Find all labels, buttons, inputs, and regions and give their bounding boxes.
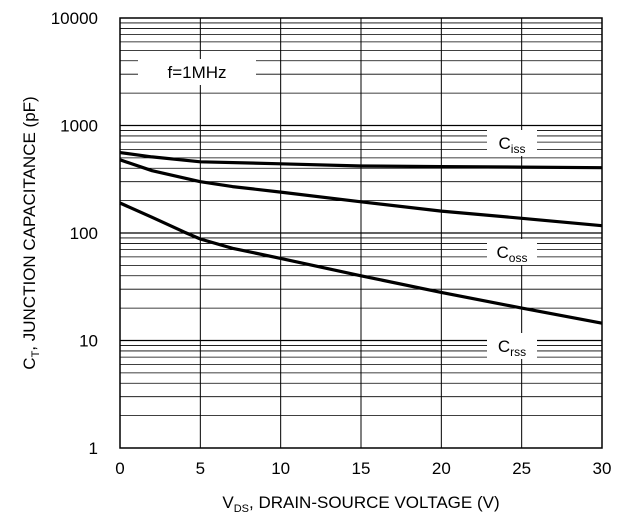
x-axis-title-rest: , DRAIN-SOURCE VOLTAGE (V) bbox=[249, 493, 500, 512]
x-tick-labels: 0 5 10 15 20 25 30 bbox=[115, 459, 611, 478]
y-axis-title: CT, JUNCTION CAPACITANCE (pF) bbox=[20, 96, 42, 369]
label-coss-bg bbox=[487, 239, 537, 265]
label-crss-bg bbox=[487, 333, 537, 359]
label-ciss-main: C bbox=[499, 134, 511, 153]
x-tick-label: 30 bbox=[593, 459, 612, 478]
y-tick-label: 1 bbox=[89, 439, 98, 458]
curve-coss bbox=[119, 158, 603, 228]
y-axis-title-main: C bbox=[20, 357, 39, 369]
y-tick-label: 10000 bbox=[51, 9, 98, 28]
y-tick-label: 100 bbox=[70, 224, 98, 243]
x-axis-title: VDS, DRAIN-SOURCE VOLTAGE (V) bbox=[222, 493, 499, 515]
x-tick-label: 15 bbox=[352, 459, 371, 478]
x-tick-label: 20 bbox=[432, 459, 451, 478]
x-tick-label: 25 bbox=[512, 459, 531, 478]
x-tick-label: 10 bbox=[271, 459, 290, 478]
annotation-frequency-main: f=1MHz bbox=[167, 63, 226, 82]
label-ciss-sub: iss bbox=[511, 142, 526, 156]
curves bbox=[119, 151, 603, 325]
label-coss: Coss bbox=[497, 243, 528, 265]
label-ciss: Ciss bbox=[499, 134, 526, 156]
curve-ciss bbox=[119, 151, 603, 170]
y-tick-label: 1000 bbox=[60, 117, 98, 136]
plot-frame bbox=[119, 17, 603, 449]
label-ciss-bg bbox=[487, 130, 537, 156]
x-tick-label: 0 bbox=[115, 459, 124, 478]
y-tick-label: 10 bbox=[79, 332, 98, 351]
curve-crss bbox=[119, 201, 603, 325]
y-axis-title-sub: T bbox=[30, 350, 42, 357]
x-tick-label: 5 bbox=[196, 459, 205, 478]
label-coss-main: C bbox=[497, 243, 509, 262]
y-tick-labels: 1 10 100 1000 10000 bbox=[51, 9, 98, 458]
annotation-frequency-bg bbox=[138, 59, 256, 85]
label-crss-main: C bbox=[498, 337, 510, 356]
y-axis-title-rest: , JUNCTION CAPACITANCE (pF) bbox=[20, 96, 39, 350]
annotation-frequency: f=1MHz bbox=[167, 63, 226, 82]
label-crss-sub: rss bbox=[510, 345, 526, 359]
x-axis-title-main: V bbox=[222, 493, 234, 512]
x-axis-title-sub: DS bbox=[234, 503, 249, 515]
label-coss-sub: oss bbox=[509, 251, 528, 265]
label-crss: Crss bbox=[498, 337, 526, 359]
